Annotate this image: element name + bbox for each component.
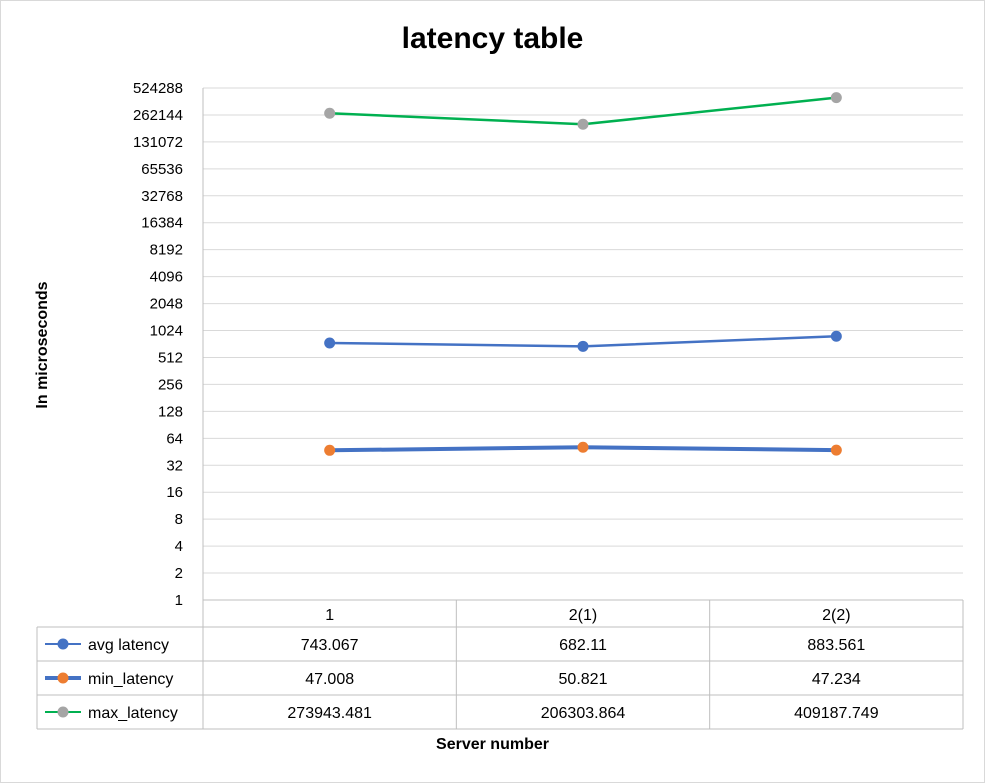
y-tick-label: 512 [158, 349, 183, 366]
legend-key-marker [57, 706, 69, 718]
series-lines [324, 92, 842, 456]
table-cell-value: 206303.864 [541, 705, 626, 722]
y-tick-label: 2048 [150, 296, 183, 313]
x-tick-label: 1 [325, 607, 334, 624]
x-tick-label: 2(1) [569, 607, 597, 624]
y-tick-label: 1024 [150, 323, 183, 340]
data-point [324, 444, 336, 456]
gridlines [203, 87, 963, 601]
y-tick-label: 1 [175, 592, 183, 609]
data-table: 1 2(1) 2(2) avg latency 743.067 682.11 883.561… [36, 88, 964, 730]
y-tick-label: 256 [158, 376, 183, 393]
y-tick-label: 32 [166, 457, 183, 474]
data-point [324, 337, 336, 349]
data-point [830, 444, 842, 456]
table-cell-value: 47.234 [812, 671, 861, 688]
data-point [577, 118, 589, 130]
legend-entry: min_latency [88, 671, 173, 688]
y-tick-label: 262144 [133, 107, 183, 124]
y-tick-label: 16384 [141, 215, 183, 232]
table-cell-value: 883.561 [807, 637, 865, 654]
x-tick-label: 2(2) [822, 607, 850, 624]
legend-entry: max_latency [88, 705, 178, 722]
y-tick-label: 128 [158, 403, 183, 420]
legend-entry: avg latency [88, 637, 169, 654]
legend-key-marker [57, 672, 69, 684]
y-tick-label: 8 [175, 511, 183, 528]
data-point [830, 92, 842, 104]
data-point [577, 441, 589, 453]
table-cell-value: 273943.481 [287, 705, 372, 722]
y-tick-label: 32768 [141, 188, 183, 205]
table-cell-value: 682.11 [559, 637, 607, 654]
data-point [830, 330, 842, 342]
table-cell-value: 47.008 [305, 671, 354, 688]
y-tick-labels: 1 2 4 8 16 32 64 128 256 512 1024 2048 4096 8192 16384… [133, 80, 183, 609]
chart-title: latency table [401, 22, 584, 55]
table-cell-value: 409187.749 [794, 705, 879, 722]
y-tick-label: 65536 [141, 161, 183, 178]
y-tick-label: 64 [166, 430, 183, 447]
y-tick-label: 524288 [133, 80, 183, 97]
y-tick-label: 4 [175, 538, 183, 555]
legend-key-marker [57, 638, 69, 650]
data-point [577, 340, 589, 352]
data-point [324, 107, 336, 119]
table-cell-value: 50.821 [559, 671, 608, 688]
x-axis-label: Server number [436, 736, 549, 753]
y-tick-label: 4096 [150, 269, 183, 286]
table-cell-value: 743.067 [301, 637, 359, 654]
y-tick-label: 2 [175, 565, 183, 582]
y-tick-label: 131072 [133, 134, 183, 151]
y-tick-label: 16 [166, 484, 183, 501]
y-tick-label: 8192 [150, 242, 183, 259]
